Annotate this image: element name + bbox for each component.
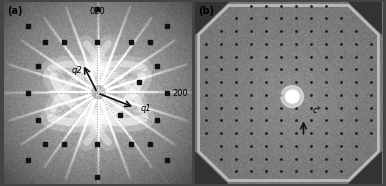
Polygon shape [195,2,229,35]
Text: q1: q1 [141,104,151,113]
Text: (b): (b) [199,6,215,15]
Circle shape [286,90,299,103]
Text: c*: c* [313,106,322,115]
Polygon shape [195,151,229,184]
Polygon shape [349,151,382,184]
Text: q2: q2 [72,66,83,75]
Polygon shape [349,2,382,35]
Circle shape [281,86,303,108]
Text: (a): (a) [8,6,23,15]
Text: 020: 020 [90,7,105,16]
Text: 200: 200 [173,89,188,97]
